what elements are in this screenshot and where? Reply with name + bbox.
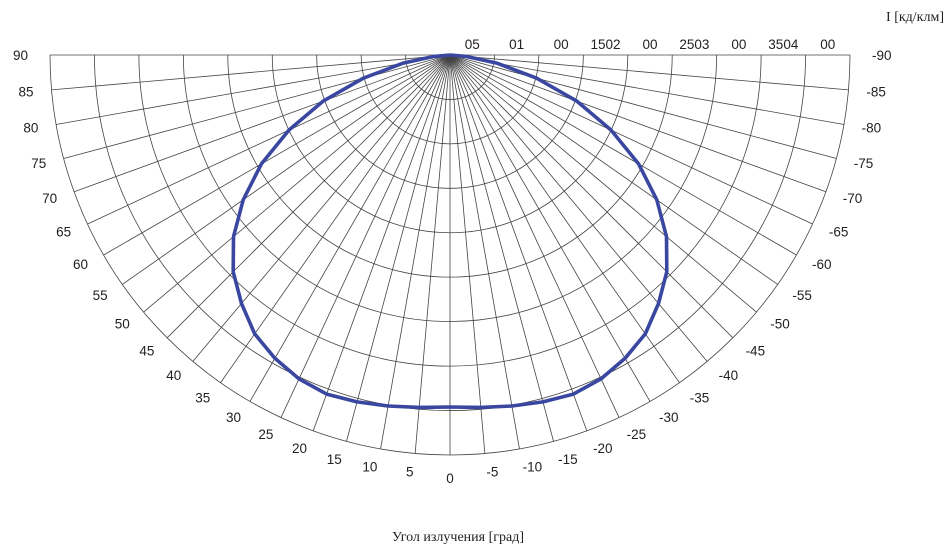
grid-spoke	[166, 54, 451, 339]
grid-spoke	[414, 54, 451, 454]
grid-spoke	[51, 54, 451, 91]
grid-spoke	[56, 54, 451, 125]
angle-tick-label: -5	[486, 464, 498, 479]
grid-spoke	[249, 54, 451, 402]
angle-tick-label: 65	[56, 225, 71, 240]
angle-tick-label: -25	[627, 427, 647, 442]
angle-tick-label: 10	[362, 460, 377, 475]
angle-tick-label: -65	[829, 225, 849, 240]
angle-tick-label: -10	[523, 460, 543, 475]
angle-tick-label: -85	[866, 84, 886, 99]
radial-tick-label: 00	[554, 37, 569, 52]
grid-spoke	[449, 54, 734, 339]
grid-spoke	[449, 54, 520, 449]
angle-axis-label: Угол излучения [град]	[392, 530, 524, 545]
grid-spoke	[449, 54, 554, 442]
polar-grid	[49, 54, 851, 456]
angle-tick-label: 70	[42, 191, 57, 206]
angle-tick-label: -90	[872, 48, 892, 63]
angle-tick-label: 40	[166, 368, 181, 383]
angle-tick-label: -40	[719, 368, 739, 383]
grid-spoke	[449, 54, 757, 313]
grid-spoke	[312, 54, 451, 432]
angle-tick-label: 50	[115, 317, 130, 332]
angle-tick-label: -30	[659, 410, 679, 425]
grid-spoke	[449, 54, 620, 418]
angle-tick-label: 15	[327, 452, 342, 467]
angle-tick-label: -70	[843, 191, 863, 206]
grid-spoke	[449, 54, 827, 193]
grid-spoke	[449, 54, 844, 125]
angle-tick-label: -45	[746, 344, 766, 359]
angle-tick-label: -60	[812, 257, 832, 272]
grid-spoke	[380, 54, 451, 449]
grid-spoke	[192, 54, 451, 362]
angle-tick-label: 25	[258, 427, 273, 442]
angle-tick-label: 0	[446, 471, 454, 486]
grid-spoke	[87, 54, 451, 225]
angle-tick-label: 30	[226, 410, 241, 425]
radial-tick-label: 00	[642, 37, 657, 52]
angle-tick-label: 20	[292, 441, 307, 456]
radial-tick-label: 00	[731, 37, 746, 52]
grid-spoke	[449, 54, 837, 159]
angle-tick-label: -50	[770, 317, 790, 332]
grid-spoke	[449, 54, 849, 91]
angle-tick-label: 60	[73, 257, 88, 272]
grid-spoke	[449, 54, 813, 225]
grid-spoke	[220, 54, 451, 383]
angle-tick-label: 45	[139, 344, 154, 359]
angle-tick-label: -35	[690, 390, 710, 405]
grid-spoke	[449, 54, 797, 256]
grid-spoke	[346, 54, 451, 442]
grid-spoke	[280, 54, 451, 418]
grid-spoke	[449, 54, 486, 454]
angle-tick-label: -55	[792, 288, 812, 303]
grid-spoke	[449, 54, 778, 285]
grid-spoke	[63, 54, 451, 159]
radial-axis-label: I [кд/клм]	[886, 10, 944, 25]
angle-tick-label: 85	[19, 84, 34, 99]
angle-tick-label: 90	[13, 48, 28, 63]
radial-tick-label: 00	[820, 37, 835, 52]
angle-tick-label: -75	[854, 156, 874, 171]
grid-spoke	[143, 54, 451, 313]
angle-tick-label: 5	[406, 464, 414, 479]
angle-tick-label: 75	[31, 156, 46, 171]
radial-tick-label: 3504	[768, 37, 799, 52]
grid-spoke	[449, 54, 651, 402]
radial-tick-label: 2503	[679, 37, 709, 52]
intensity-curves	[231, 53, 669, 410]
angle-tick-label: 35	[195, 390, 210, 405]
grid-spoke	[449, 54, 680, 383]
grid-spoke	[449, 54, 588, 432]
grid-spoke	[103, 54, 451, 256]
intensity-curve	[231, 53, 669, 410]
grid-spoke	[73, 54, 451, 193]
angle-tick-label: 80	[23, 121, 38, 136]
angle-tick-label: -15	[558, 452, 578, 467]
angle-tick-label: 55	[93, 288, 108, 303]
radial-tick-label: 1502	[591, 37, 621, 52]
angle-tick-label: -80	[862, 121, 882, 136]
angle-tick-label: -20	[593, 441, 613, 456]
radial-tick-label: 01	[509, 37, 524, 52]
grid-spoke	[449, 54, 708, 362]
radial-tick-label: 05	[465, 37, 480, 52]
grid-spoke	[122, 54, 451, 285]
